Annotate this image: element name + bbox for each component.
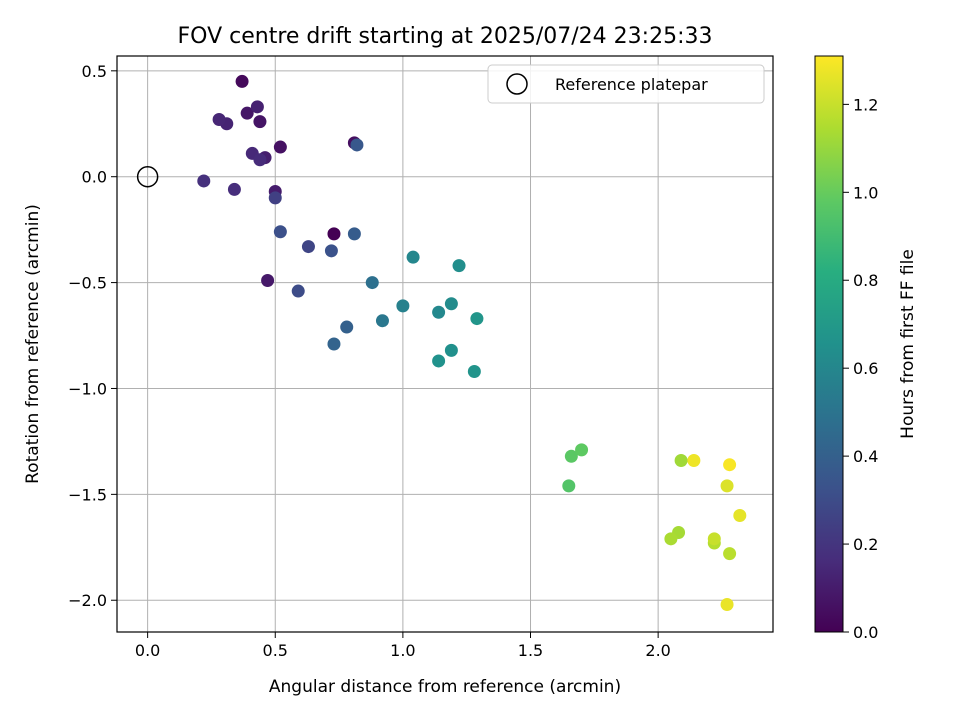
x-tick-label: 0.5 (263, 641, 288, 660)
scatter-point (467, 365, 481, 379)
data-points (197, 74, 747, 611)
scatter-point (664, 532, 678, 546)
colorbar-tick-label: 0.6 (853, 359, 878, 378)
colorbar-tick-label: 0.4 (853, 447, 878, 466)
grid (117, 56, 773, 632)
colorbar-tick-label: 0.2 (853, 535, 878, 554)
y-tick-label: 0.0 (82, 168, 107, 187)
x-tick-label: 1.5 (518, 641, 543, 660)
scatter-point (261, 273, 275, 287)
scatter-point (340, 320, 354, 334)
scatter-point (432, 354, 446, 368)
colorbar-tick-label: 1.2 (853, 95, 878, 114)
scatter-point (575, 443, 589, 457)
scatter-point (253, 153, 267, 167)
plot-frame (116, 55, 774, 633)
scatter-point (250, 100, 264, 114)
scatter-point (375, 314, 389, 328)
legend-box (487, 64, 765, 104)
scatter-point (452, 259, 466, 273)
scatter-point (723, 547, 737, 561)
scatter-point (301, 240, 315, 254)
scatter-point (240, 106, 254, 120)
scatter-point (268, 191, 282, 205)
scatter-point (562, 479, 576, 493)
x-tick-label: 2.0 (645, 641, 670, 660)
colorbar-tick-label: 0.8 (853, 271, 878, 290)
scatter-point (212, 113, 226, 127)
y-axis-label: Rotation from reference (arcmin) (23, 204, 43, 484)
scatter-point (253, 115, 267, 129)
y-tick-label: −1.0 (68, 379, 107, 398)
scatter-point (227, 182, 241, 196)
scatter-point (470, 312, 484, 326)
scatter-point (720, 479, 734, 493)
scatter-point (235, 74, 249, 88)
scatter-point (273, 225, 287, 239)
scatter-point (324, 244, 338, 258)
scatter-point (396, 299, 410, 313)
x-tick-label: 1.0 (390, 641, 415, 660)
y-tick-label: −2.0 (68, 591, 107, 610)
reference-marker-group (136, 165, 159, 188)
scatter-point (365, 276, 379, 290)
reference-platepar-marker (136, 165, 159, 188)
scatter-point (444, 343, 458, 357)
scatter-point (273, 140, 287, 154)
scatter-point (444, 297, 458, 311)
scatter-point (674, 453, 688, 467)
colorbar-ticks: 0.0 0.2 0.4 0.6 0.8 1.0 1.2 (843, 95, 878, 642)
scatter-point (350, 138, 364, 152)
scatter-point (733, 509, 747, 523)
colorbar-label: Hours from first FF file (898, 249, 918, 439)
y-tick-label: −0.5 (68, 274, 107, 293)
y-tick-label: −1.5 (68, 485, 107, 504)
x-axis-ticks: 0.0 0.5 1.0 1.5 2.0 (135, 632, 671, 660)
scatter-point (687, 453, 701, 467)
scatter-point (720, 597, 734, 611)
x-axis-label: Angular distance from reference (arcmin) (269, 677, 621, 697)
scatter-point (197, 174, 211, 188)
colorbar-gradient (814, 55, 844, 633)
y-tick-label: 0.5 (82, 62, 107, 81)
scatter-point (707, 532, 721, 546)
colorbar: 0.0 0.2 0.4 0.6 0.8 1.0 1.2 Hours from first F… (814, 55, 918, 642)
scatter-point (432, 305, 446, 319)
legend: Reference platepar (487, 64, 765, 104)
scatter-point (564, 449, 578, 463)
legend-entry-reference: Reference platepar (555, 75, 708, 94)
legend-reference-marker (506, 73, 528, 95)
scatter-point (327, 227, 341, 241)
scatter-point (291, 284, 305, 298)
scatter-point (406, 250, 420, 264)
scatter-point (347, 227, 361, 241)
colorbar-tick-label: 1.0 (853, 183, 878, 202)
scatter-point (723, 458, 737, 472)
scatter-point (327, 337, 341, 351)
y-axis-ticks: 0.5 0.0 −0.5 −1.0 −1.5 −2.0 (68, 62, 117, 610)
x-tick-label: 0.0 (135, 641, 160, 660)
chart-title: FOV centre drift starting at 2025/07/24 … (178, 24, 713, 49)
colorbar-tick-label: 0.0 (853, 623, 878, 642)
